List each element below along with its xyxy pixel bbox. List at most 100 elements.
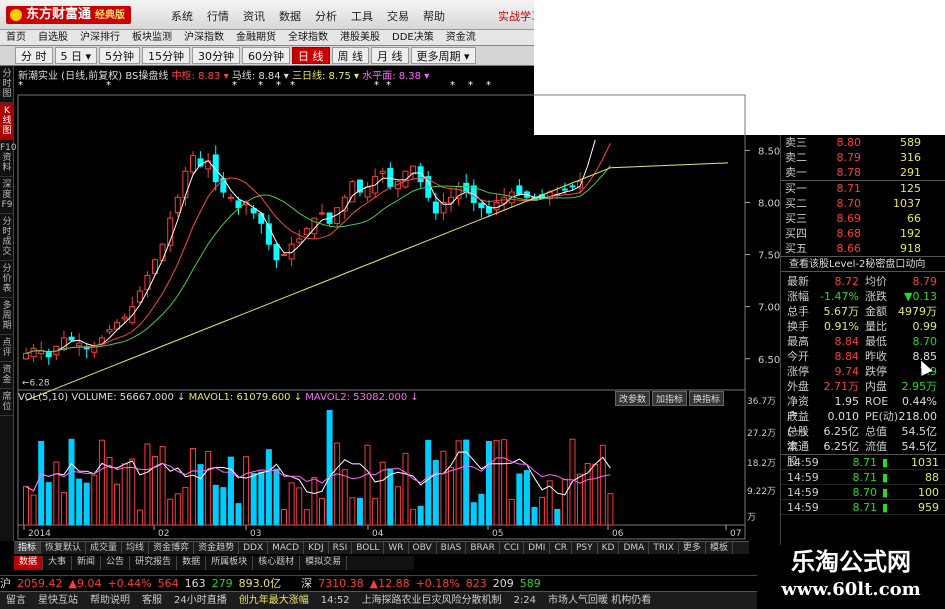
- left-tab-8[interactable]: 资金: [0, 362, 14, 389]
- indicator-tab-10[interactable]: BOLL: [352, 542, 385, 554]
- news-time-2: 2:24: [513, 595, 537, 606]
- indicator-tab-8[interactable]: KDJ: [304, 542, 329, 554]
- indicator-tab-13[interactable]: BIAS: [437, 542, 467, 554]
- detail-label: 换手: [787, 320, 809, 333]
- level2-link[interactable]: 查看该股Level-2秘密盘口动向: [781, 256, 945, 272]
- period-tab-1[interactable]: 5 日 ▾: [54, 47, 98, 64]
- sub-tab-1[interactable]: 大事: [43, 556, 73, 570]
- left-tab-3[interactable]: 深度F9: [0, 177, 14, 214]
- indicator-tab-9[interactable]: RSI: [329, 542, 353, 554]
- indicator-tab-20[interactable]: DMA: [619, 542, 650, 554]
- sub-tab-2[interactable]: 新闻: [72, 556, 102, 570]
- left-tab-2[interactable]: F10资料: [0, 140, 17, 177]
- nav-item-4[interactable]: 沪深指数: [184, 32, 224, 43]
- volume-bar: [341, 469, 348, 526]
- sub-tab-0[interactable]: 数据: [14, 556, 44, 570]
- menu-item-3[interactable]: 数据: [279, 10, 301, 23]
- status-item-1[interactable]: 星快互站: [38, 595, 78, 606]
- menu-item-7[interactable]: 帮助: [423, 10, 445, 23]
- edit-params-button[interactable]: 改参数: [615, 391, 651, 406]
- menu-item-0[interactable]: 系统: [171, 10, 193, 23]
- sub-tab-4[interactable]: 研究报告: [130, 556, 178, 570]
- status-item-0[interactable]: 留言: [6, 595, 26, 606]
- nav-item-0[interactable]: 首页: [6, 32, 26, 43]
- indicator-tab-3[interactable]: 均线: [122, 542, 150, 554]
- volume-bar: [523, 470, 530, 526]
- status-item-4[interactable]: 24小时直播: [174, 595, 227, 606]
- indicator-tab-1[interactable]: 恢复默认: [41, 542, 87, 554]
- indicator-tab-17[interactable]: CR: [550, 542, 572, 554]
- nav-item-2[interactable]: 沪深排行: [80, 32, 120, 43]
- news-headline-1[interactable]: 创九年最大涨幅: [238, 595, 309, 606]
- sub-tab-7[interactable]: 核心题材: [253, 556, 301, 570]
- news-headline-3[interactable]: 市场人气回暖 机构仍看: [548, 595, 652, 606]
- detail-label: 内盘: [865, 380, 887, 393]
- period-tab-5[interactable]: 60分钟: [242, 47, 291, 64]
- news-headline-2[interactable]: 上海探路农业巨灾风险分散机制: [361, 595, 502, 606]
- nav-item-6[interactable]: 全球指数: [288, 32, 328, 43]
- change-indicator-button[interactable]: 换指标: [689, 391, 725, 406]
- period-tab-8[interactable]: 月 线: [371, 47, 409, 64]
- tick-row: 14:59 8.71 ▮ 959: [781, 500, 945, 515]
- sub-tab-8[interactable]: 模拟交易: [300, 556, 348, 570]
- menu-item-1[interactable]: 行情: [207, 10, 229, 23]
- nav-item-1[interactable]: 自选股: [38, 32, 68, 43]
- indicator-tab-5[interactable]: 资金趋势: [194, 542, 240, 554]
- indicator-tab-23[interactable]: 模板: [706, 542, 733, 554]
- volume-bar: [129, 458, 136, 526]
- left-tab-1[interactable]: K线图: [0, 103, 14, 140]
- detail-row: 今开 8.84 昨收 8.85: [781, 349, 945, 364]
- left-tab-7[interactable]: 点评: [0, 335, 14, 362]
- indicator-tab-6[interactable]: DDX: [239, 542, 269, 554]
- volume-bar: [493, 439, 500, 526]
- indicator-tab-12[interactable]: OBV: [409, 542, 437, 554]
- indicator-tab-16[interactable]: DMI: [524, 542, 551, 554]
- period-tab-9[interactable]: 更多周期 ▾: [410, 47, 476, 64]
- nav-item-3[interactable]: 板块监测: [132, 32, 172, 43]
- menu-item-4[interactable]: 分析: [315, 10, 337, 23]
- sub-tab-3[interactable]: 公告: [101, 556, 131, 570]
- status-item-3[interactable]: 客服: [142, 595, 162, 606]
- nav-item-9[interactable]: 资金流: [445, 32, 476, 43]
- indicator-tab-15[interactable]: CCI: [500, 542, 525, 554]
- indicator-tab-19[interactable]: KD: [598, 542, 620, 554]
- index1-flat: 163: [184, 577, 206, 590]
- indicator-tab-22[interactable]: 更多: [679, 542, 706, 554]
- sub-tab-6[interactable]: 所属板块: [206, 556, 254, 570]
- indicator-tab-21[interactable]: TRIX: [649, 542, 679, 554]
- period-tab-0[interactable]: 分 时: [15, 47, 53, 64]
- nav-item-5[interactable]: 金融期货: [236, 32, 276, 43]
- period-tab-3[interactable]: 15分钟: [142, 47, 191, 64]
- kline-chart[interactable]: 8.50 8.00 7.50 7.00 6.50 36.7万 27.2万 18.2万 9.22万…: [0, 0, 780, 545]
- add-indicator-button[interactable]: 加指标: [652, 391, 688, 406]
- indicator-tab-2[interactable]: 成交量: [86, 542, 123, 554]
- period-tab-4[interactable]: 30分钟: [192, 47, 241, 64]
- left-tab-0[interactable]: 分时图: [0, 66, 14, 103]
- menu-item-2[interactable]: 资讯: [243, 10, 265, 23]
- volume-bar: [235, 503, 242, 526]
- left-tab-5[interactable]: 分价表: [0, 261, 14, 298]
- period-tab-6[interactable]: 日 线: [292, 47, 330, 64]
- menu-item-5[interactable]: 工具: [351, 10, 373, 23]
- status-item-2[interactable]: 帮助说明: [90, 595, 130, 606]
- period-tab-7[interactable]: 周 线: [331, 47, 370, 64]
- indicator-tab-11[interactable]: WR: [384, 542, 409, 554]
- sub-tab-5[interactable]: 数据: [177, 556, 207, 570]
- detail-value: ▼0.13: [904, 290, 937, 303]
- indicator-tab-7[interactable]: MACD: [268, 542, 305, 554]
- detail-value: 8.70: [912, 335, 938, 348]
- practice-link[interactable]: 实战学习: [498, 10, 534, 23]
- left-tab-9[interactable]: 席位: [0, 389, 14, 416]
- nav-item-8[interactable]: DDE决策: [392, 32, 434, 43]
- left-tab-4[interactable]: 分时成交: [0, 214, 14, 261]
- detail-row: 总股本 6.25亿 总值 54.5亿: [781, 424, 945, 453]
- menu-item-6[interactable]: 交易: [387, 10, 409, 23]
- indicator-tab-0[interactable]: 指标: [14, 542, 42, 554]
- indicator-tab-14[interactable]: BRAR: [466, 542, 500, 554]
- left-tab-6[interactable]: 多周期: [0, 298, 14, 335]
- period-tab-2[interactable]: 5分钟: [99, 47, 141, 64]
- indicator-tab-18[interactable]: PSY: [572, 542, 598, 554]
- nav-item-7[interactable]: 港股美股: [340, 32, 380, 43]
- indicator-tab-4[interactable]: 资金博弈: [149, 542, 195, 554]
- bs-mode[interactable]: BS操盘线: [125, 71, 169, 82]
